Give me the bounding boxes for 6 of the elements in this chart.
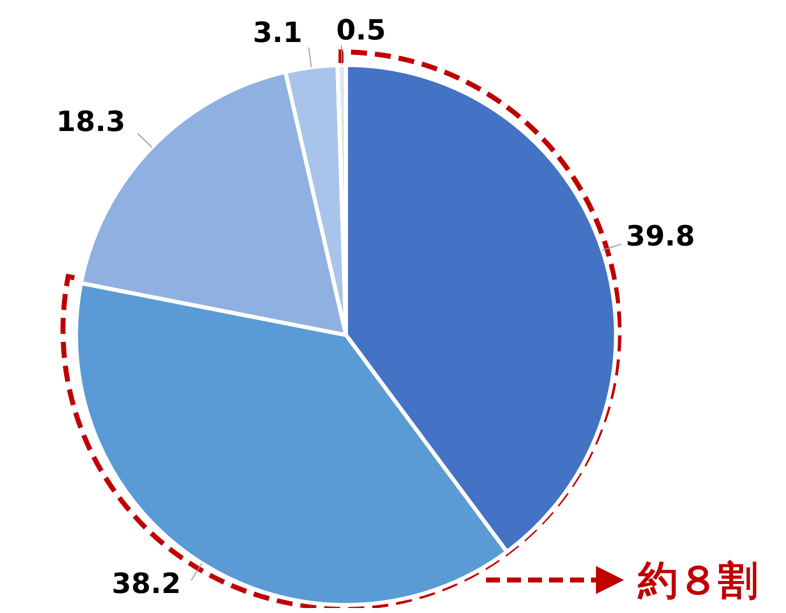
data-label: 39.8: [626, 219, 695, 252]
data-label: 0.5: [336, 14, 386, 47]
text: 約８割: [637, 558, 758, 604]
data-label: 38.2: [112, 567, 181, 600]
data-label: 18.3: [56, 104, 126, 138]
data-label: 3.1: [252, 16, 302, 49]
